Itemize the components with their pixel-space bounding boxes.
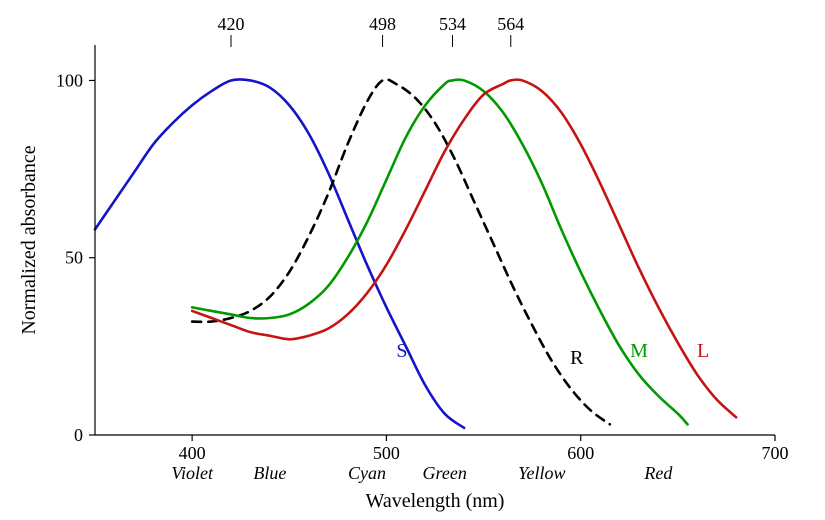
peak-label: 564 bbox=[497, 14, 524, 34]
y-tick-label: 50 bbox=[65, 248, 83, 268]
color-band-label: Red bbox=[643, 463, 673, 483]
series-label-R: R bbox=[570, 347, 584, 369]
absorbance-chart: 0 50 100 400 500 600 700 Violet Blue Cyan Green Yel… bbox=[0, 0, 825, 520]
y-axis-label: Normalized absorbance bbox=[18, 145, 40, 334]
peak-label: 420 bbox=[218, 14, 245, 34]
x-tick-label: 500 bbox=[373, 443, 400, 463]
y-tick-label: 100 bbox=[56, 70, 83, 90]
x-axis-label: Wavelength (nm) bbox=[366, 490, 505, 512]
x-tick-label: 600 bbox=[567, 443, 594, 463]
chart-bg bbox=[0, 0, 825, 520]
color-band-label: Blue bbox=[253, 463, 286, 483]
series-label-S: S bbox=[396, 340, 407, 362]
color-band-label: Green bbox=[423, 463, 467, 483]
x-tick-label: 400 bbox=[179, 443, 206, 463]
series-label-L: L bbox=[697, 340, 709, 362]
color-band-label: Violet bbox=[171, 463, 214, 483]
x-tick-label: 700 bbox=[762, 443, 789, 463]
series-label-M: M bbox=[630, 340, 648, 362]
y-tick-label: 0 bbox=[74, 425, 83, 445]
peak-label: 498 bbox=[369, 14, 396, 34]
color-band-label: Yellow bbox=[518, 463, 565, 483]
color-band-label: Cyan bbox=[348, 463, 386, 483]
peak-label: 534 bbox=[439, 14, 466, 34]
